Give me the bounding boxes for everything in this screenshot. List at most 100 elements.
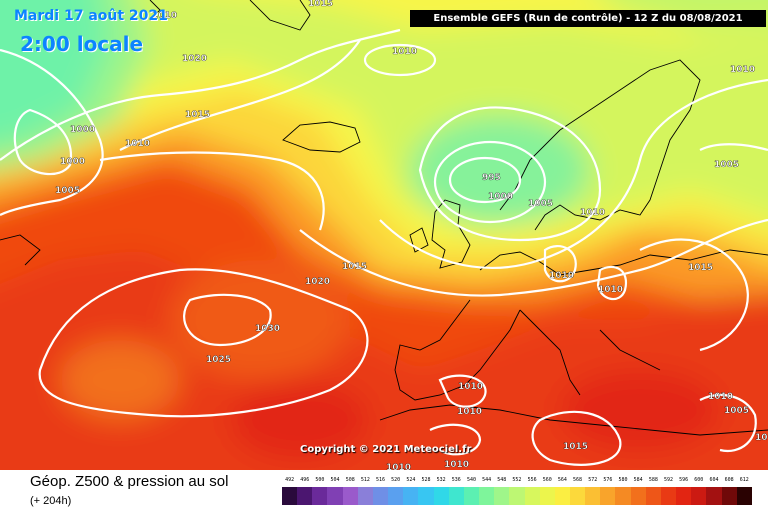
legend-swatch xyxy=(327,487,343,505)
legend-swatch xyxy=(660,487,677,505)
copyright-notice: Copyright © 2021 Meteociel.fr xyxy=(300,444,472,455)
legend-swatch xyxy=(630,487,646,505)
isobar-label: 1010 xyxy=(392,47,417,57)
isobar-label: 1010 xyxy=(580,208,605,218)
legend-tick-label: 612 xyxy=(739,477,749,483)
isobar-label: 1010 xyxy=(457,407,482,417)
legend-tick-label: 524 xyxy=(406,477,416,483)
forecast-date: Mardi 17 août 2021 xyxy=(14,8,168,24)
isobar-label: 995 xyxy=(482,173,501,183)
legend-swatch xyxy=(282,487,298,505)
legend-tick-label: 560 xyxy=(542,477,552,483)
legend-tick-label: 512 xyxy=(360,477,370,483)
legend-swatch xyxy=(554,487,570,505)
isobar-label: 1025 xyxy=(206,355,231,365)
legend-swatch xyxy=(585,487,601,505)
legend-tick-label: 540 xyxy=(466,477,476,483)
legend-swatch xyxy=(463,487,480,505)
legend-swatch xyxy=(524,487,540,505)
legend-tick-label: 500 xyxy=(315,477,325,483)
forecast-local-time: 2:00 locale xyxy=(20,32,144,56)
legend-bar: Géop. Z500 & pression au sol (+ 204h) 49… xyxy=(0,470,768,512)
coastlines xyxy=(0,0,768,436)
isobar-label: 1010 xyxy=(152,11,177,21)
isobar-label: 1020 xyxy=(182,54,207,64)
isobar-label: 1015 xyxy=(185,110,210,120)
legend-tick-label: 504 xyxy=(330,477,340,483)
legend-tick-label: 548 xyxy=(497,477,507,483)
isobar-label: 1005 xyxy=(528,199,553,209)
geopotential-map: 1010 1015 1020 1010 1000 1000 1010 1005 … xyxy=(0,0,768,470)
legend-tick-label: 496 xyxy=(300,477,310,483)
legend-swatch xyxy=(539,487,555,505)
legend-swatch xyxy=(448,487,464,505)
legend-swatch xyxy=(479,487,495,505)
legend-tick-label: 596 xyxy=(679,477,689,483)
legend-tick-label: 520 xyxy=(391,477,401,483)
legend-swatch xyxy=(312,487,328,505)
legend-swatch xyxy=(297,487,313,505)
isobar-label: 1020 xyxy=(305,277,330,287)
legend-tick-label: 572 xyxy=(588,477,598,483)
legend-swatch xyxy=(342,487,358,505)
isobar-label: 1010 xyxy=(598,285,623,295)
legend-tick-label: 552 xyxy=(512,477,522,483)
legend-tick-label: 588 xyxy=(648,477,658,483)
isobar-label: 1005 xyxy=(55,186,80,196)
legend-swatch xyxy=(706,487,722,505)
isobar-label: 1010 xyxy=(444,460,469,470)
color-scale-ticks: 492 496 500 504 508 512 516 520 524 528 532 536 540 5… xyxy=(282,475,752,485)
isobar-label: 1000 xyxy=(70,125,95,135)
legend-tick-label: 536 xyxy=(451,477,461,483)
legend-tick-label: 564 xyxy=(557,477,567,483)
legend-tick-label: 508 xyxy=(345,477,355,483)
legend-tick-label: 568 xyxy=(573,477,583,483)
legend-swatch xyxy=(433,487,449,505)
isobar-label: 1015 xyxy=(308,0,333,9)
legend-swatch xyxy=(721,487,737,505)
isobar-label: 1010 xyxy=(386,463,411,470)
isobar-label: 1010 xyxy=(708,392,733,402)
isobar-label: 1010 xyxy=(458,382,483,392)
model-run-info: Ensemble GEFS (Run de contrôle) - 12 Z d… xyxy=(410,10,766,27)
legend-tick-label: 608 xyxy=(724,477,734,483)
isobar-label: 1015 xyxy=(688,263,713,273)
legend-tick-label: 544 xyxy=(482,477,492,483)
legend-swatch xyxy=(418,487,434,505)
legend-tick-label: 576 xyxy=(603,477,613,483)
legend-swatch xyxy=(388,487,404,505)
isobar-label: 1000 xyxy=(488,192,513,202)
legend-swatch xyxy=(372,487,389,505)
legend-swatch xyxy=(615,487,631,505)
legend-swatch xyxy=(494,487,510,505)
legend-swatch xyxy=(569,487,586,505)
legend-swatch xyxy=(676,487,692,505)
isobar-label: 1005 xyxy=(724,406,749,416)
legend-swatch xyxy=(645,487,661,505)
legend-swatch xyxy=(736,487,752,505)
legend-swatch xyxy=(600,487,616,505)
isobar-label: 1030 xyxy=(255,324,280,334)
isobar-label: 1010 xyxy=(755,433,768,443)
legend-tick-label: 556 xyxy=(527,477,537,483)
isobar-label: 1010 xyxy=(125,139,150,149)
isobars xyxy=(0,28,768,466)
legend-swatch xyxy=(357,487,373,505)
legend-swatch xyxy=(403,487,419,505)
legend-tick-label: 604 xyxy=(709,477,719,483)
legend-tick-label: 528 xyxy=(421,477,431,483)
isobar-label: 1015 xyxy=(563,442,588,452)
legend-tick-label: 584 xyxy=(633,477,643,483)
legend-tick-label: 492 xyxy=(285,477,295,483)
forecast-lead-time: (+ 204h) xyxy=(30,495,72,507)
legend-swatch xyxy=(509,487,525,505)
isobar-labels: 1010 1015 1020 1010 1000 1000 1010 1005 … xyxy=(55,0,768,470)
legend-tick-label: 592 xyxy=(663,477,673,483)
isobar-label: 1010 xyxy=(549,271,574,281)
color-scale-swatches xyxy=(282,487,752,505)
color-scale: 492 496 500 504 508 512 516 520 524 528 532 536 540 5… xyxy=(282,475,752,509)
legend-tick-label: 516 xyxy=(376,477,386,483)
legend-tick-label: 600 xyxy=(694,477,704,483)
isobar-label: 1005 xyxy=(714,160,739,170)
